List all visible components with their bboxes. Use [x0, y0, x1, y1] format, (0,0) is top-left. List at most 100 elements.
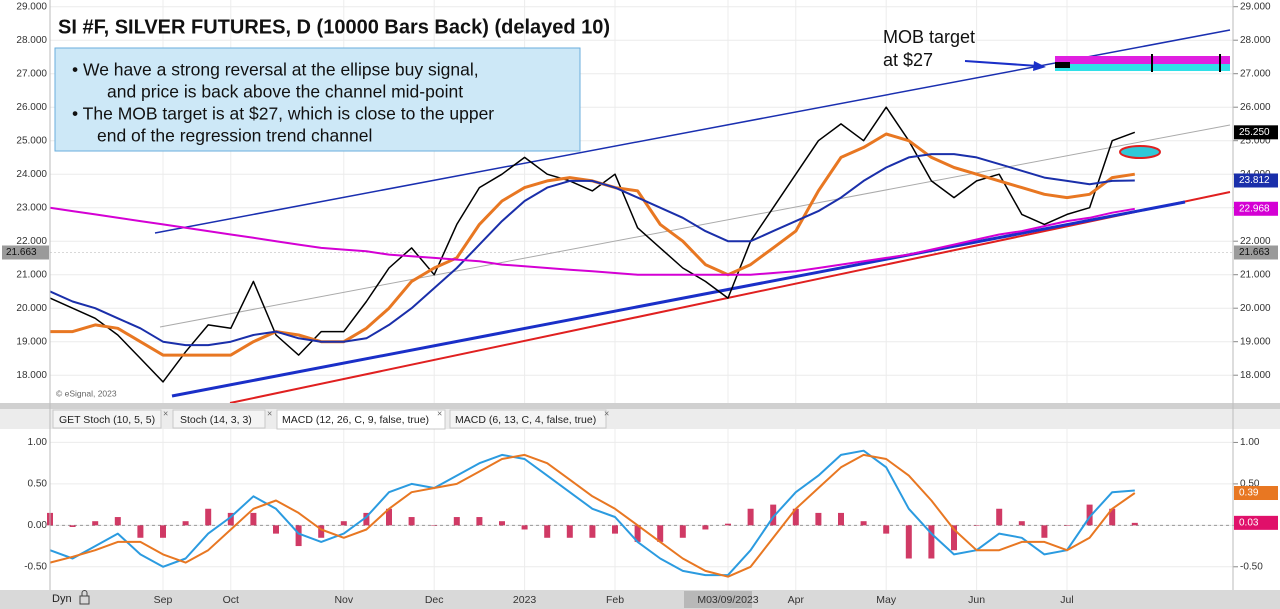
- buy-signal-ellipse: [1119, 145, 1161, 159]
- cursor-date-box: [684, 591, 752, 608]
- tab-label[interactable]: MACD (12, 26, C, 9, false, true): [282, 414, 429, 426]
- histogram-bar: [996, 508, 1003, 526]
- histogram-bar: [634, 525, 641, 542]
- tab[interactable]: [276, 409, 446, 430]
- channel-upper: [154, 29, 1231, 234]
- histogram-bar: [792, 508, 799, 526]
- y-tick-label: 26.000: [1240, 102, 1271, 113]
- histogram-bar: [589, 525, 596, 538]
- histogram-bar: [114, 517, 121, 526]
- price-tag-label: 22.968: [1239, 203, 1270, 214]
- histogram-bar: [408, 517, 415, 526]
- y-tick-label: 29.000: [1240, 1, 1271, 12]
- histogram-bar: [318, 525, 325, 538]
- y-tick-label: 27.000: [16, 68, 47, 79]
- y-tick-label: 22.000: [1240, 236, 1271, 247]
- price-tag: [2, 245, 49, 260]
- y-tick-label: 20.000: [1240, 303, 1271, 314]
- note-text: end of the regression trend channel: [97, 126, 372, 146]
- price-tag-label: 21.663: [6, 247, 37, 258]
- chart-title: SI #F, SILVER FUTURES, D (10000 Bars Bac…: [58, 16, 610, 38]
- price-tag: [1234, 201, 1278, 216]
- annotation: MOB target: [883, 27, 975, 47]
- histogram-bar: [928, 525, 935, 559]
- histogram-bar: [250, 512, 257, 526]
- y-tick-label: 28.000: [16, 35, 47, 46]
- x-tick-label: Apr: [788, 594, 805, 606]
- series-line: [49, 153, 1135, 347]
- tab-label[interactable]: GET Stoch (10, 5, 5): [59, 414, 155, 426]
- x-tick-label: Feb: [606, 594, 624, 606]
- lock-icon: [81, 590, 88, 596]
- histogram-bar: [1041, 525, 1048, 538]
- histogram-bar: [160, 525, 166, 538]
- tab[interactable]: [172, 409, 266, 429]
- histogram-bar: [386, 508, 392, 526]
- x-tick-label: Sep: [154, 594, 173, 606]
- histogram-bar: [725, 523, 731, 526]
- y-tick-label: 23.000: [16, 202, 47, 213]
- histogram-bar: [69, 525, 76, 527]
- histogram-bar: [544, 525, 551, 538]
- histogram-bar: [340, 521, 347, 526]
- arrow: [964, 60, 1039, 67]
- histogram-bar: [137, 525, 144, 538]
- histogram-bar: [295, 525, 302, 547]
- histogram-bar: [273, 525, 279, 534]
- axis-label[interactable]: Dyn: [52, 593, 72, 605]
- histogram-bar: [860, 521, 867, 526]
- tab[interactable]: [52, 409, 162, 429]
- y-tick-label: 20.000: [16, 303, 47, 314]
- histogram-bar: [205, 508, 212, 526]
- tab-close[interactable]: ×: [163, 408, 168, 418]
- note-text: • The MOB target is at $27, which is clo…: [72, 104, 494, 124]
- y-tick-label: 1.00: [28, 437, 48, 448]
- y-tick-label: 21.000: [1240, 269, 1271, 280]
- y-tick-label: 25.000: [1240, 135, 1271, 146]
- histogram-bar: [1064, 525, 1070, 526]
- price-tag-label: 0.39: [1239, 488, 1259, 499]
- price-tag: [1234, 486, 1278, 501]
- panel-divider: [0, 403, 1280, 409]
- x-tick-label: Jun: [968, 594, 985, 606]
- histogram-bar: [612, 525, 618, 534]
- histogram-bar: [521, 525, 528, 530]
- histogram-bar: [747, 508, 754, 526]
- y-tick-label: 18.000: [16, 370, 47, 381]
- channel-lower: [229, 191, 1231, 404]
- tab-label[interactable]: Stoch (14, 3, 3): [180, 414, 252, 426]
- histogram-bar: [679, 525, 686, 538]
- note-text: and price is back above the channel mid-…: [107, 82, 463, 102]
- y-tick-label: 21.000: [16, 269, 47, 280]
- target-marker: [1055, 62, 1070, 68]
- histogram-bar: [1086, 504, 1093, 526]
- x-tick-label: Jul: [1060, 594, 1073, 606]
- histogram-bar: [92, 521, 99, 526]
- price-tag-label: 0.03: [1239, 517, 1259, 528]
- copyright: © eSignal, 2023: [56, 388, 117, 398]
- y-tick-label: 22.000: [16, 236, 47, 247]
- histogram-bar: [815, 512, 822, 526]
- price-tag-label: 23.812: [1239, 175, 1270, 186]
- tab-close[interactable]: ×: [437, 408, 442, 418]
- tab-label[interactable]: MACD (6, 13, C, 4, false, true): [455, 414, 596, 426]
- lock-icon[interactable]: [79, 595, 90, 605]
- note-box: [54, 47, 581, 152]
- y-tick-label: 19.000: [16, 336, 47, 347]
- tab-close[interactable]: ×: [604, 408, 609, 418]
- tab-close[interactable]: ×: [267, 408, 272, 418]
- y-tick-label: 1.00: [1240, 437, 1260, 448]
- y-tick-label: 0.50: [28, 479, 48, 490]
- x-tick-label: 2023: [513, 594, 537, 606]
- histogram-bar: [905, 525, 912, 559]
- target-zone: [1055, 56, 1230, 64]
- tab[interactable]: [449, 409, 607, 429]
- y-tick-label: 0.00: [28, 520, 48, 531]
- series-line: [49, 453, 1136, 578]
- target-zone: [1055, 64, 1230, 71]
- histogram-bar: [1131, 522, 1138, 526]
- histogram-bar: [453, 517, 460, 526]
- arrow-head: [1033, 61, 1046, 71]
